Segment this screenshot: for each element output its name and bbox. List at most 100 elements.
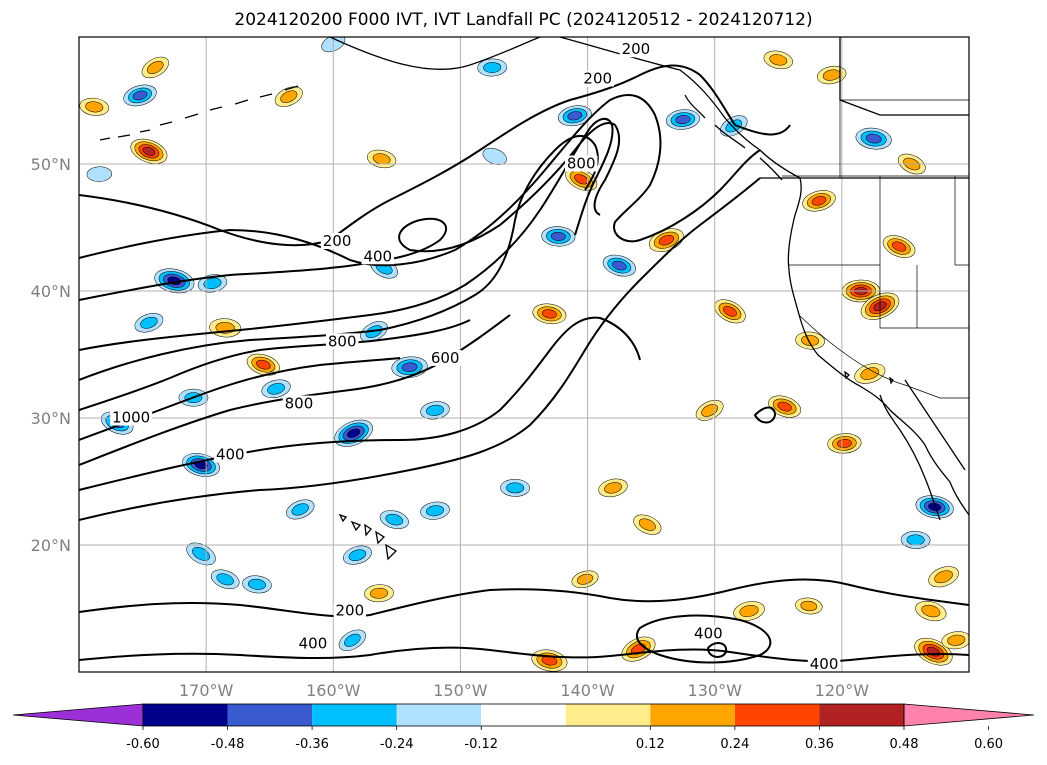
colorbar-segment [312, 704, 397, 726]
canada-province-border [839, 37, 969, 178]
ivt-pc-patch [482, 147, 507, 165]
contour-label: 800 [285, 395, 314, 413]
ivt-pc-band [344, 633, 361, 647]
contour-label-bg [428, 349, 462, 366]
ivt-contour-400-loop [635, 614, 772, 664]
ivt-pc-patch [928, 566, 959, 588]
ivt-pc-band [811, 196, 827, 206]
ivt-pc-patch [366, 149, 397, 169]
ivt-pc-patch [246, 353, 280, 376]
ivt-pc-patch [197, 274, 228, 293]
lat-tick-label: 50°N [31, 155, 71, 174]
ivt-pc-band [86, 166, 112, 182]
contour-label-bg [807, 655, 841, 672]
baja-coastline [879, 394, 941, 521]
ivt-pc-band [921, 604, 941, 618]
ivt-pc-patch [768, 395, 802, 418]
ivt-pc-patch [714, 299, 746, 324]
mexico-islands [844, 370, 894, 385]
ivt-pc-band [612, 260, 627, 271]
contour-label-bg [214, 446, 247, 463]
ivt-pc-band [267, 383, 285, 395]
ivt-contour-200-loop-east [706, 406, 777, 658]
ivt-pc-patch [827, 433, 862, 454]
colorbar-extend-high [903, 703, 1035, 727]
ivt-pc-patch [900, 531, 931, 549]
lon-tick-label: 150°W [433, 681, 488, 700]
colorbar-tick-label: -0.36 [295, 737, 329, 752]
contour-label-bg [333, 602, 367, 619]
ivt-pc-patch [733, 601, 765, 621]
colorbar-tick-label: -0.48 [211, 737, 245, 752]
lat-tick-label: 20°N [31, 536, 71, 555]
ivt-pc-band [216, 573, 234, 586]
ivt-pc-band [370, 587, 389, 599]
contour-label-bg [325, 333, 359, 350]
ivt-pc-band [482, 147, 507, 165]
ivt-pc-band [291, 503, 309, 516]
contour-label: 400 [216, 445, 245, 463]
contour-label-bg [110, 409, 153, 426]
ivt-pc-patch [802, 190, 836, 212]
ivt-contour-800-jet [79, 135, 599, 381]
ivt-pc-band [928, 502, 942, 511]
ivt-pc-patch [602, 254, 636, 277]
ivt-pc-patch [541, 226, 576, 247]
ivt-pc-band [426, 404, 444, 416]
lon-tick-label: 130°W [688, 681, 743, 700]
ivt-pc-band [348, 549, 367, 561]
colorbar-extend-low [12, 703, 144, 727]
longitude-labels: 170°W 160°W 150°W 140°W 130°W 120°W [179, 681, 869, 700]
colorbar-tick-label: 0.12 [636, 737, 665, 752]
contour-label: 400 [299, 635, 328, 653]
aleutian-arc [99, 85, 299, 141]
ivt-pc-band [132, 90, 148, 101]
ivt-pc-band [739, 605, 759, 618]
colorbar-segment [819, 704, 904, 726]
ivt-pc-patch [882, 235, 916, 258]
ivt-pc-band [836, 438, 852, 448]
colorbar-segment [481, 704, 566, 726]
ivt-pc-patch [210, 569, 240, 590]
ivt-pc-band [934, 570, 953, 584]
ivt-pc-band [147, 60, 164, 74]
ivt-contour-400-south [79, 177, 761, 521]
map-frame [78, 36, 970, 673]
latitude-labels: 20°N 30°N 40°N 50°N [31, 155, 71, 555]
ivt-contour-200-mid [79, 94, 761, 267]
ivt-pc-band [801, 335, 820, 346]
ivt-contour-200-south [79, 578, 969, 618]
contour-label: 800 [328, 332, 357, 350]
ivt-pc-patch [141, 56, 169, 79]
contour-label: 200 [622, 40, 651, 58]
ivt-pc-band [865, 133, 882, 144]
ivt-pc-patch [795, 331, 825, 350]
contour-label-bg [692, 625, 725, 642]
ivt-pc-band [542, 309, 557, 319]
ivt-pc-patch [391, 356, 428, 378]
alaska-coastline [329, 37, 969, 516]
ivt-pc-band [777, 401, 792, 412]
ivt-pc-patch [941, 631, 969, 650]
ivt-pc-patch [915, 495, 954, 519]
ivt-pc-band [85, 101, 104, 113]
ivt-pc-band [567, 111, 583, 121]
colorbar-tick-label: -0.12 [464, 737, 498, 752]
ivt-pc-band [550, 231, 566, 241]
ivt-pc-patch [343, 545, 372, 565]
ivt-pc-patch [532, 303, 567, 325]
ivt-pc-patch [795, 597, 823, 615]
ivt-pc-band [638, 518, 656, 531]
contour-label-bg [564, 155, 598, 172]
colorbar-tick-label: 0.24 [720, 737, 749, 752]
ivt-contour-400-north [79, 122, 621, 301]
graticule [79, 37, 969, 672]
lon-tick-label: 140°W [560, 681, 615, 700]
ivt-pc-patch [477, 58, 508, 77]
ivt-pc-patch [261, 379, 291, 399]
ivt-pc-patch [817, 65, 847, 85]
ivt-pc-band [675, 115, 691, 125]
ivt-pc-band [248, 578, 266, 590]
colorbar-frame [142, 703, 905, 727]
